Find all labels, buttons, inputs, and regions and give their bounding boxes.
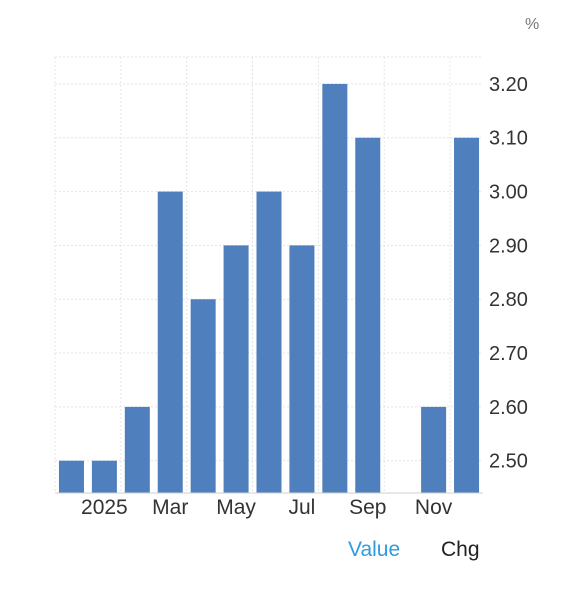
x-tick-label: May <box>216 496 256 519</box>
bar[interactable] <box>355 137 381 494</box>
bar[interactable] <box>289 245 315 493</box>
y-tick-label: 3.20 <box>489 74 528 96</box>
x-tick-label: Jul <box>288 496 315 519</box>
tab-chg[interactable]: Chg <box>441 538 480 561</box>
y-tick-label: 3.10 <box>489 128 528 150</box>
bar[interactable] <box>421 406 447 493</box>
x-tick-label: 2025 <box>81 496 128 519</box>
y-tick-label: 2.50 <box>489 451 528 473</box>
y-tick-label: 2.80 <box>489 289 528 311</box>
x-tick-label: Mar <box>152 496 188 519</box>
bar[interactable] <box>58 460 84 493</box>
bar[interactable] <box>223 245 249 493</box>
bar[interactable] <box>157 191 183 493</box>
y-tick-label: 2.70 <box>489 343 528 365</box>
y-tick-label: 2.60 <box>489 397 528 419</box>
unit-label: % <box>525 16 540 33</box>
bar[interactable] <box>256 191 282 493</box>
tab-value[interactable]: Value <box>348 538 401 561</box>
bar[interactable] <box>124 406 150 493</box>
x-tick-label: Sep <box>349 496 386 519</box>
bar[interactable] <box>454 137 480 494</box>
bar[interactable] <box>190 299 216 493</box>
y-tick-label: 2.90 <box>489 235 528 257</box>
y-tick-label: 3.00 <box>489 182 528 204</box>
x-tick-label: Nov <box>415 496 453 519</box>
bar[interactable] <box>322 83 348 494</box>
bar[interactable] <box>91 460 117 493</box>
